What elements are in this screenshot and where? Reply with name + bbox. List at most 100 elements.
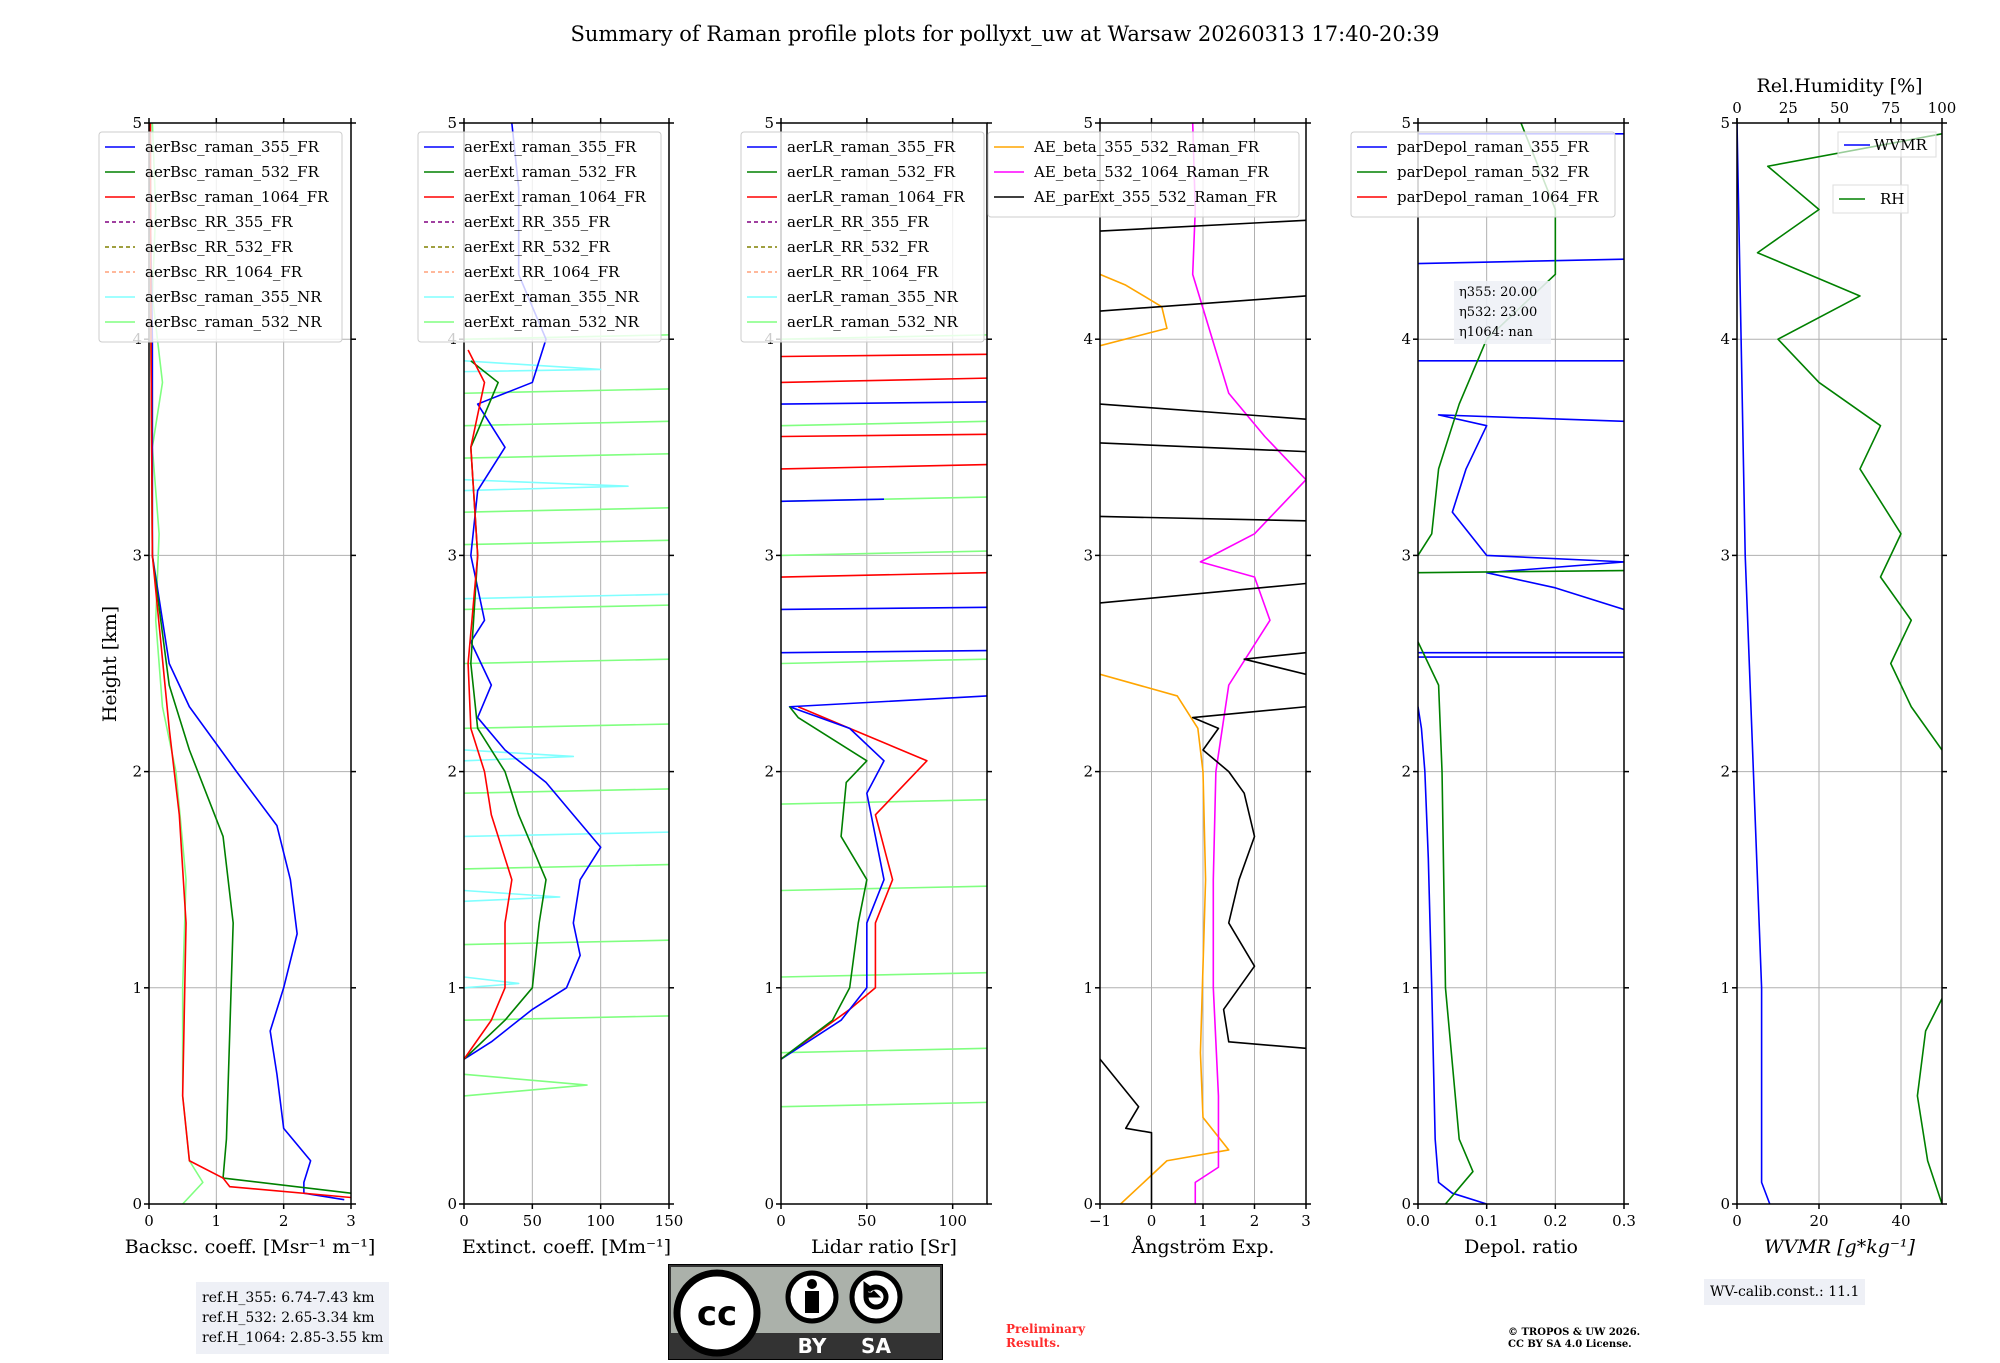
panel-2: 050100150012345Extinct. coeff. [Mm⁻¹]aer…: [417, 114, 684, 1258]
legend-label: aerLR_RR_355_FR: [787, 213, 929, 231]
x-tick-label: 0: [459, 1212, 469, 1230]
series-line-AE_parExt_355_532_Raman_FR: [1191, 705, 1306, 1050]
series-group: [464, 123, 669, 1097]
series-line-aerExt_raman_532_NR: [464, 452, 669, 459]
eta-box: η355: 20.00 η532: 23.00 η1064: nan: [1454, 281, 1551, 344]
x-tick-label: 0.3: [1612, 1212, 1636, 1230]
legend-label: aerBsc_raman_532_NR: [145, 313, 322, 331]
series-line-AE_parExt_355_532_Raman_FR: [1243, 651, 1306, 676]
series-line-aerExt_raman_355_FR: [464, 123, 602, 1060]
ref-height-532: ref.H_532: 2.65-3.34 km: [202, 1310, 375, 1326]
series-line-AE_beta_355_532_Raman_FR: [1100, 673, 1230, 1204]
preliminary-note: Preliminary Results.: [1006, 1322, 1085, 1350]
legend-label: aerBsc_RR_355_FR: [145, 213, 293, 231]
legend-label: aerLR_raman_1064_FR: [787, 188, 965, 206]
series-group: [781, 334, 987, 1108]
series-line-aerExt_raman_355_NR: [464, 889, 561, 903]
y-tick-label: 2: [447, 763, 457, 781]
legend-label: aerBsc_RR_532_FR: [145, 238, 293, 256]
x-tick-label: 50: [523, 1212, 542, 1230]
x-tick-label: 3: [1301, 1212, 1311, 1230]
x-axis-label: Ångström Exp.: [1131, 1236, 1275, 1258]
y-tick-label: 4: [1720, 330, 1730, 348]
legend-label: aerExt_RR_355_FR: [464, 213, 611, 231]
y-tick-label: 1: [1083, 979, 1093, 997]
x-tick-label: 0: [1147, 1212, 1157, 1230]
svg-text:SA: SA: [861, 1334, 891, 1358]
y-tick-label: 4: [1401, 330, 1411, 348]
top-x-tick-label: 75: [1881, 99, 1900, 117]
legend-label: aerLR_raman_532_FR: [787, 163, 956, 181]
legend-label: aerBsc_RR_1064_FR: [145, 263, 303, 281]
legend-box: [1350, 131, 1616, 218]
series-line-AE_parExt_355_532_Raman_FR: [1100, 295, 1306, 312]
series-line-aerLR_raman_532_NR: [781, 885, 987, 892]
x-tick-label: 0: [776, 1212, 786, 1230]
legend-label: RH: [1880, 190, 1904, 208]
y-tick-label: 3: [132, 546, 142, 564]
series-line-aerExt_raman_355_NR: [464, 478, 629, 492]
series-line-AE_parExt_355_532_Raman_FR: [1100, 219, 1306, 232]
series-line-parDepol_raman_532_FR: [1418, 569, 1624, 574]
series-line-aerExt_raman_532_NR: [464, 420, 669, 427]
series-line-RH: [1756, 133, 1942, 751]
legend-label: aerBsc_raman_532_FR: [145, 163, 320, 181]
series-line-aerExt_raman_532_NR: [464, 939, 669, 946]
axes-frame: [148, 122, 352, 1205]
wv-calib-box: WV-calib.const.: 11.1: [1704, 1279, 1866, 1305]
legend-label: aerLR_RR_1064_FR: [787, 263, 939, 281]
series-line-aerExt_raman_1064_FR: [464, 349, 513, 1060]
legend-label: AE_beta_532_1064_Raman_FR: [1033, 163, 1269, 181]
legend-label: aerBsc_raman_355_NR: [145, 288, 322, 306]
x-tick-label: 0.1: [1475, 1212, 1499, 1230]
top-x-tick-label: 25: [1779, 99, 1798, 117]
axes-frame: [463, 122, 670, 1205]
x-tick-label: 1: [1198, 1212, 1208, 1230]
figure-title: Summary of Raman profile plots for polly…: [570, 22, 1440, 46]
series-line-parDepol_raman_355_FR: [1418, 258, 1624, 265]
ref-height-1064: ref.H_1064: 2.85-3.55 km: [202, 1330, 384, 1346]
series-line-aerExt_raman_532_NR: [464, 788, 669, 795]
x-tick-label: 150: [655, 1212, 684, 1230]
series-line-aerExt_raman_532_NR: [464, 863, 669, 870]
series-line-aerLR_raman_1064_FR: [781, 571, 987, 578]
legend-label: aerBsc_raman_1064_FR: [145, 188, 329, 206]
x-tick-label: −1: [1089, 1212, 1111, 1230]
series-line-parDepol_raman_355_FR: [1418, 706, 1487, 1204]
series-line-parDepol_raman_532_FR: [1418, 641, 1474, 1204]
x-tick-label: 2: [279, 1212, 289, 1230]
y-tick-label: 0: [764, 1195, 774, 1213]
copyright-note: © TROPOS & UW 2026. CC BY SA 4.0 License…: [1508, 1327, 1640, 1351]
series-line-parDepol_raman_532_FR: [1418, 123, 1557, 556]
y-axis-label: Height [km]: [99, 606, 121, 722]
series-line-AE_parExt_355_532_Raman_FR: [1100, 582, 1306, 604]
legend-box: [987, 131, 1300, 218]
legend-label: parDepol_raman_532_FR: [1397, 163, 1590, 181]
series-line-aerExt_raman_355_NR: [464, 360, 602, 373]
y-tick-label: 3: [764, 546, 774, 564]
series-line-aerLR_raman_1064_FR: [781, 433, 987, 438]
series-group: [1100, 123, 1306, 1204]
x-tick-label: 1: [212, 1212, 222, 1230]
series-line-aerLR_raman_355_FR: [781, 695, 987, 1060]
panel-1: 0123012345Backsc. coeff. [Msr⁻¹ m⁻¹]aerB…: [98, 114, 375, 1258]
series-line-aerExt_raman_532_NR: [464, 1015, 669, 1022]
series-line-AE_parExt_355_532_Raman_FR: [1100, 403, 1306, 420]
series-line-WVMR: [1737, 123, 1771, 1204]
y-tick-label: 1: [764, 979, 774, 997]
legend-label: aerLR_raman_355_FR: [787, 138, 956, 156]
panel-6: 0 20 40 0 1 2 3 4 5 WVMR [g*kg⁻¹] 0 25 50 75 100 Rel.Hu…: [1720, 75, 1956, 1258]
series-line-AE_beta_532_1064_Raman_FR: [1191, 123, 1306, 1204]
panel-3: 050100012345Lidar ratio [Sr]aerLR_raman_…: [740, 114, 992, 1258]
series-line-aerBsc_raman_355_FR: [149, 123, 345, 1201]
x-tick-label: 2: [1250, 1212, 1260, 1230]
series-line-aerLR_raman_355_FR: [781, 401, 987, 405]
top-axis-label: Rel.Humidity [%]: [1756, 75, 1922, 97]
panel-5: 0.0 0.1 0.2 0.3 0 1 2 3 4 5 Depol. ratio parDepol_r…: [1350, 114, 1636, 1258]
preliminary-line-2: Results.: [1006, 1336, 1061, 1350]
series-line-aerExt_raman_532_NR: [464, 658, 669, 665]
series-line-aerLR_raman_532_NR: [781, 658, 987, 665]
copyright-line-2: CC BY SA 4.0 License.: [1508, 1339, 1632, 1350]
by-person-icon: [807, 1279, 817, 1289]
